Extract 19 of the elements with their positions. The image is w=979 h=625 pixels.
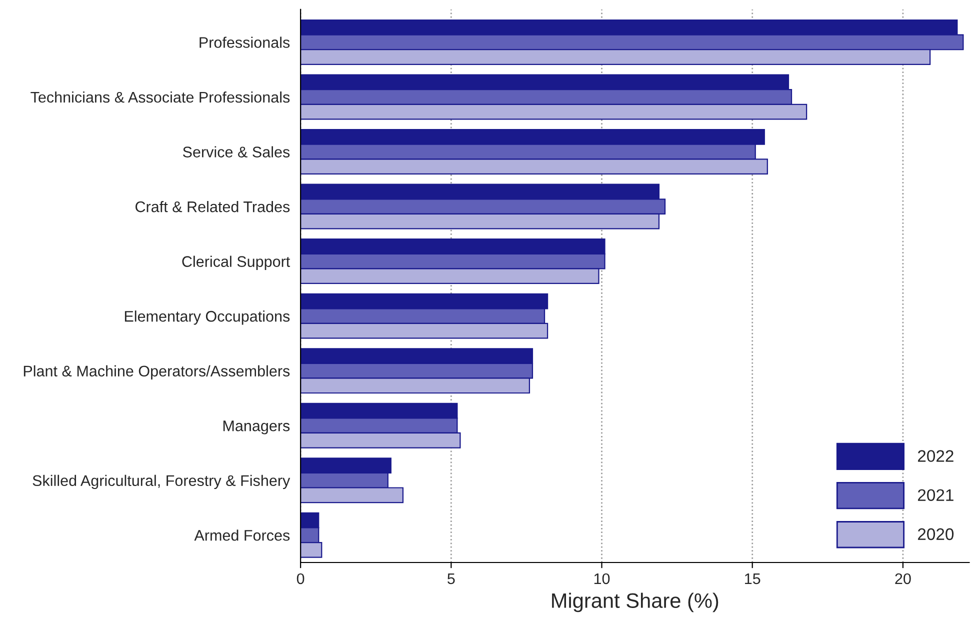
x-axis-title: Migrant Share (%) (552, 592, 718, 612)
x-tick-label: 0 (296, 573, 304, 584)
y-tick-label: Professionals (200, 36, 290, 48)
y-tick-label: Technicians & Associate Professionals (30, 91, 290, 103)
y-tick-label: Elementary Occupations (124, 310, 290, 325)
legend-label: 2022 (918, 450, 954, 462)
y-tick-label: Managers (223, 420, 290, 434)
y-tick-label: Skilled Agricultural, Forestry & Fishery (32, 474, 290, 490)
y-tick-label: Armed Forces (194, 530, 290, 541)
x-tick-label: 20 (895, 573, 911, 584)
x-tick-label: 5 (448, 573, 455, 584)
y-tick-label: Service & Sales (182, 146, 290, 158)
y-tick-label: Clerical Support (182, 256, 290, 270)
x-tick-label: 10 (594, 573, 610, 584)
legend-label: 2020 (918, 528, 954, 540)
y-tick-label: Craft & Related Trades (136, 200, 290, 212)
y-tick-label: Plant & Machine Operators/Assemblers (24, 365, 290, 380)
x-tick-label: 15 (745, 573, 760, 584)
legend-label: 2021 (918, 489, 954, 501)
